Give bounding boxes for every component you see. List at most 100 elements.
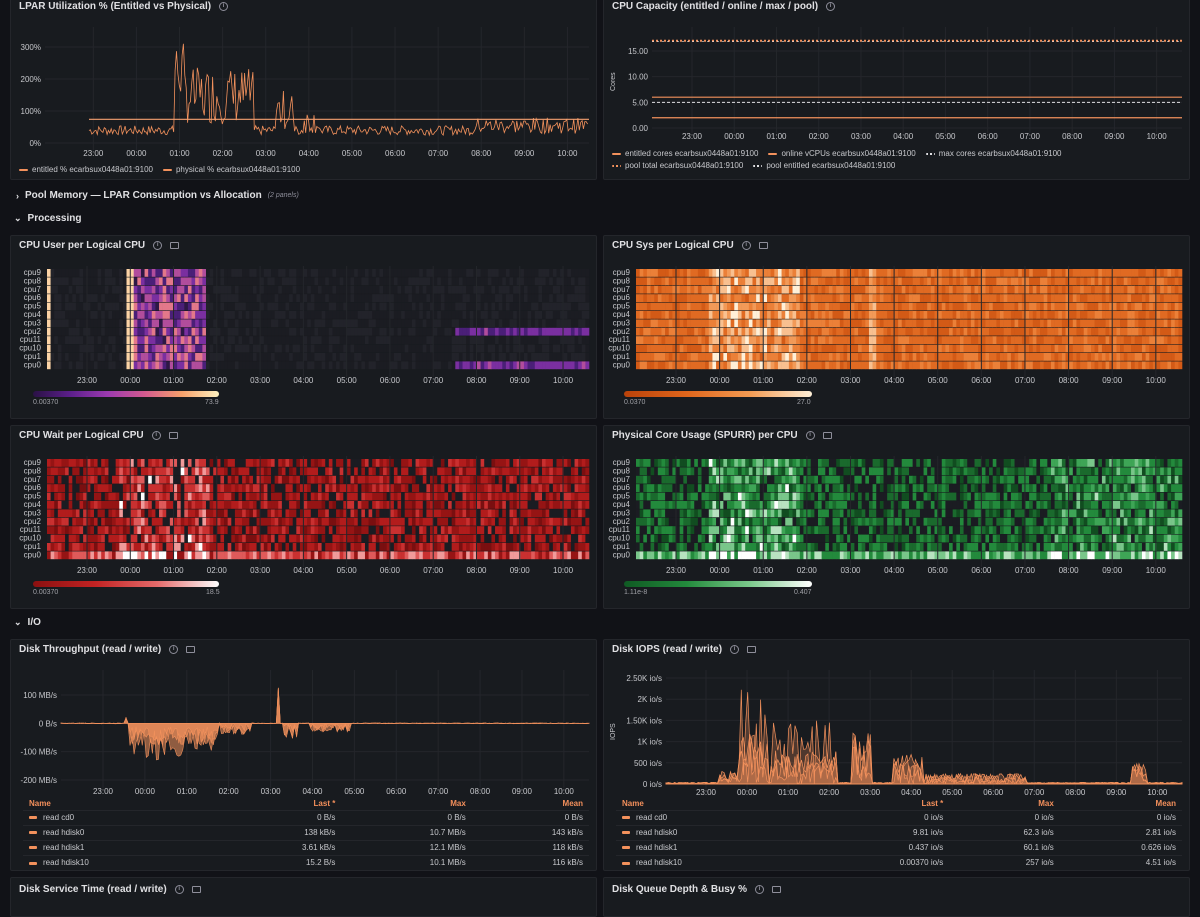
- heat-cell: [771, 277, 775, 285]
- heat-cell: [1098, 277, 1102, 285]
- heat-cell: [61, 286, 65, 294]
- heat-cell: [993, 303, 997, 311]
- heat-cell: [65, 277, 69, 285]
- legend-item[interactable]: pool total ecarbsux0448a01:9100: [612, 161, 743, 170]
- heat-cell: [61, 509, 65, 517]
- heat-cell: [499, 294, 503, 302]
- heat-cell: [365, 459, 369, 467]
- heat-cell: [538, 518, 542, 526]
- heat-cell: [651, 303, 655, 311]
- heat-cell: [181, 269, 185, 277]
- heat-cell: [307, 345, 311, 353]
- heat-cell: [231, 493, 235, 501]
- heat-cell: [307, 277, 311, 285]
- heat-cell: [195, 286, 199, 294]
- heat-cell: [1011, 336, 1015, 344]
- heat-cell: [924, 328, 928, 336]
- heat-cell: [423, 518, 427, 526]
- heat-cell: [419, 518, 423, 526]
- heat-cell: [752, 353, 756, 361]
- legend-item[interactable]: max cores ecarbsux0448a01:9100: [926, 149, 1062, 158]
- heat-cell: [513, 476, 517, 484]
- heat-cell: [481, 493, 485, 501]
- heat-cell: [325, 493, 329, 501]
- heat-cell: [796, 294, 800, 302]
- heat-cell: [383, 286, 387, 294]
- heat-cell: [206, 518, 210, 526]
- heat-cell: [658, 286, 662, 294]
- heat-cell: [80, 509, 84, 517]
- heat-cell: [159, 294, 163, 302]
- heat-cell: [437, 518, 441, 526]
- heat-cell: [1055, 311, 1059, 319]
- heat-cell: [390, 501, 394, 509]
- heat-cell: [661, 277, 665, 285]
- heat-cell: [938, 361, 942, 369]
- heat-cell: [141, 476, 145, 484]
- heat-cell: [188, 476, 192, 484]
- heat-cell: [694, 336, 698, 344]
- heat-cell: [975, 336, 979, 344]
- heat-cell: [246, 459, 250, 467]
- heat-cell: [477, 328, 481, 336]
- heat-cell: [434, 269, 438, 277]
- heat-cell: [394, 467, 398, 475]
- heat-cell: [851, 269, 855, 277]
- heat-cell: [1033, 353, 1037, 361]
- heat-cell: [376, 328, 380, 336]
- heat-cell: [985, 336, 989, 344]
- heat-cell: [459, 467, 463, 475]
- heat-cell: [304, 303, 308, 311]
- legend-item[interactable]: pool entitled ecarbsux0448a01:9100: [753, 161, 895, 170]
- heat-cell: [441, 484, 445, 492]
- row-processing[interactable]: ⌄ Processing: [14, 213, 81, 224]
- heat-cell: [253, 476, 257, 484]
- heat-cell: [833, 286, 837, 294]
- heat-cell: [535, 353, 539, 361]
- heat-cell: [691, 303, 695, 311]
- heat-cell: [513, 311, 517, 319]
- heat-cell: [843, 336, 847, 344]
- heat-cell: [452, 328, 456, 336]
- heat-cell: [278, 353, 282, 361]
- heat-cell: [1033, 311, 1037, 319]
- heat-cell: [188, 328, 192, 336]
- heat-cell: [745, 311, 749, 319]
- heat-cell: [996, 311, 1000, 319]
- heat-cell: [264, 294, 268, 302]
- cpu-row-label: cpu0: [24, 550, 42, 559]
- heat-cell: [771, 319, 775, 327]
- heat-cell: [181, 311, 185, 319]
- heat-cell: [152, 476, 156, 484]
- heat-cell: [307, 294, 311, 302]
- heat-cell: [340, 467, 344, 475]
- legend-item[interactable]: entitled % ecarbsux0448a01:9100: [19, 165, 153, 174]
- heat-cell: [235, 328, 239, 336]
- heat-cell: [307, 328, 311, 336]
- legend-item[interactable]: physical % ecarbsux0448a01:9100: [163, 165, 300, 174]
- heat-cell: [1116, 353, 1120, 361]
- heat-cell: [329, 361, 333, 369]
- heat-cell: [1062, 361, 1066, 369]
- heat-cell: [116, 459, 120, 467]
- heat-cell: [553, 286, 557, 294]
- heat-cell: [224, 294, 228, 302]
- heat-cell: [971, 353, 975, 361]
- heat-cell: [510, 286, 514, 294]
- heat-cell: [318, 311, 322, 319]
- heat-cell: [65, 361, 69, 369]
- heat-cell: [340, 353, 344, 361]
- row-pool-memory[interactable]: › Pool Memory — LPAR Consumption vs Allo…: [16, 190, 299, 201]
- heat-cell: [585, 311, 589, 319]
- heat-cell: [134, 501, 138, 509]
- heat-cell: [481, 509, 485, 517]
- heat-cell: [166, 518, 170, 526]
- heat-cell: [260, 467, 264, 475]
- heat-cell: [80, 319, 84, 327]
- heat-cell: [884, 311, 888, 319]
- legend-item[interactable]: online vCPUs ecarbsux0448a01:9100: [768, 149, 915, 158]
- heat-cell: [774, 286, 778, 294]
- heat-cell: [47, 476, 51, 484]
- heat-cell: [397, 509, 401, 517]
- legend-item[interactable]: entitled cores ecarbsux0448a01:9100: [612, 149, 758, 158]
